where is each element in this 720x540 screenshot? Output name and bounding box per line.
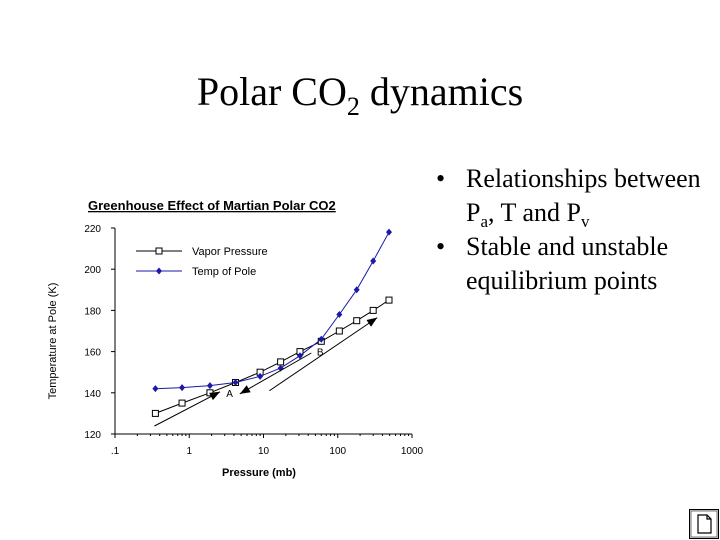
x-tick-label: 10 — [258, 446, 270, 457]
bullet-text-1a: Relationships between P — [466, 164, 701, 227]
x-axis-label: Pressure (mb) — [222, 467, 296, 479]
document-icon[interactable] — [689, 509, 719, 539]
arrow-a-up-head — [209, 391, 221, 401]
annotation-label-b: B — [317, 348, 324, 359]
bullet-item-equilibrium: • Stable and unstable equilibrium points — [436, 230, 716, 298]
title-main: Polar CO — [196, 69, 347, 114]
y-tick-label: 200 — [84, 265, 101, 276]
series-line — [155, 299, 390, 414]
y-tick-label: 180 — [84, 306, 101, 317]
arrow-a-up-shaft — [154, 391, 221, 427]
slide-title: Polar CO2 dynamics — [0, 68, 720, 120]
bullet-dot-icon: • — [436, 164, 446, 193]
y-tick-label: 220 — [84, 224, 101, 235]
data-point — [385, 228, 392, 236]
arrow-b-down-shaft — [239, 352, 312, 395]
legend-label: Vapor Pressure — [192, 246, 268, 258]
annotation-label-a: A — [226, 389, 233, 400]
data-point — [336, 311, 343, 319]
bullet-list: • Relationships between Pa, T and Pv • Sta… — [436, 162, 716, 298]
chart-annotations: AB — [154, 317, 378, 427]
x-tick-label: .1 — [111, 446, 120, 457]
legend-marker — [156, 267, 162, 275]
data-point — [335, 327, 343, 335]
data-point — [277, 358, 285, 366]
y-tick-label: 160 — [84, 348, 101, 359]
data-point — [353, 317, 361, 325]
title-rest: dynamics — [359, 69, 524, 114]
data-point — [257, 372, 264, 380]
data-point — [232, 379, 239, 386]
x-tick-label: 100 — [329, 446, 346, 457]
data-point — [370, 257, 377, 265]
bullet-dot-icon: • — [436, 232, 446, 261]
y-tick-label: 120 — [84, 430, 101, 441]
data-point — [179, 384, 186, 392]
y-axis-label: Temperature at Pole (K) — [47, 283, 59, 400]
bullet-text-2: Stable and unstable equilibrium points — [466, 232, 669, 295]
data-point — [206, 382, 213, 390]
data-point — [353, 286, 360, 294]
data-point — [385, 296, 393, 304]
series-line — [155, 231, 390, 390]
chart-title: Greenhouse Effect of Martian Polar CO2 — [88, 198, 336, 213]
bullet-sub-a: a — [480, 212, 489, 231]
data-point — [151, 409, 159, 417]
data-point — [178, 399, 186, 407]
legend-marker — [155, 247, 163, 255]
data-point — [369, 306, 377, 314]
bullet-text-1b: , T and P — [488, 198, 581, 227]
arrow-b-up-shaft — [269, 317, 378, 392]
arrow-b-down-head — [239, 385, 251, 394]
x-tick-label: 1 — [186, 446, 192, 457]
data-point — [296, 352, 303, 360]
data-point — [152, 385, 159, 393]
bullet-item-relationships: • Relationships between Pa, T and Pv — [436, 162, 716, 230]
x-tick-label: 1000 — [401, 446, 424, 457]
data-point — [318, 335, 325, 343]
chart-legend: Vapor Pressure Temp of Pole — [136, 246, 268, 278]
chart-axes: 120 140 160 180 200 220 .1 1 10 100 1000 — [84, 224, 423, 457]
legend-label: Temp of Pole — [192, 266, 256, 278]
bullet-sub-v: v — [580, 212, 590, 231]
arrow-b-up-head — [366, 317, 378, 327]
y-tick-label: 140 — [84, 389, 101, 400]
title-subscript: 2 — [346, 92, 360, 121]
